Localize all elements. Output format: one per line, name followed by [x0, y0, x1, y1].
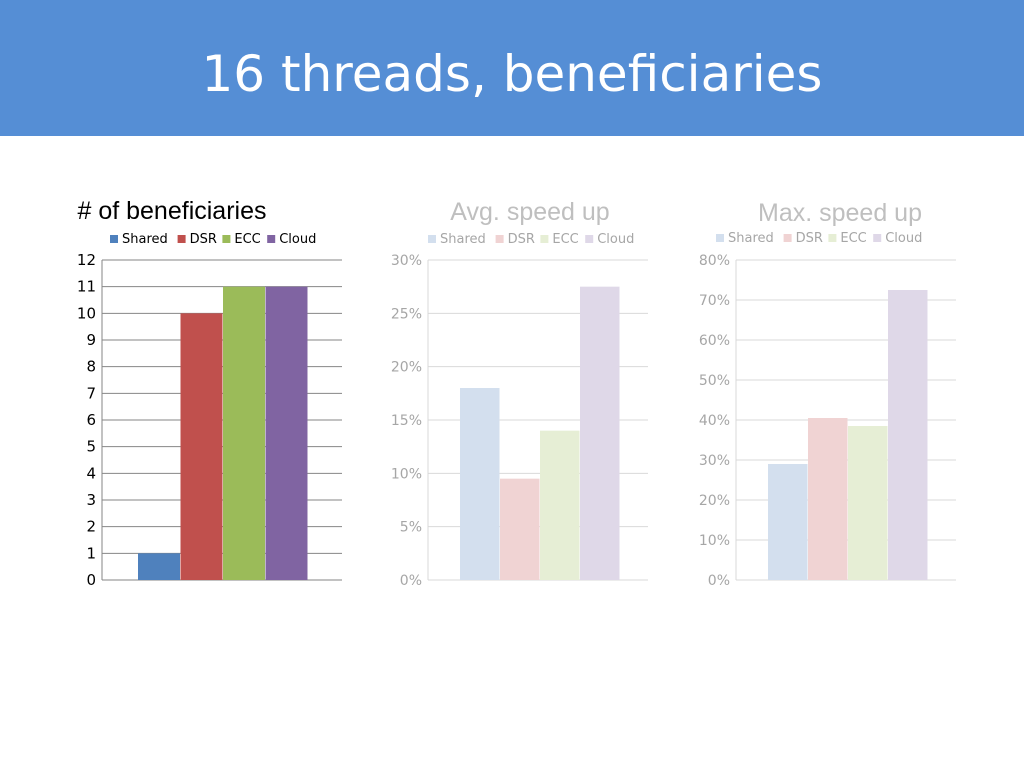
- legend-label: DSR: [796, 231, 823, 246]
- legend-label: ECC: [234, 232, 260, 247]
- y-tick-label: 50%: [699, 373, 730, 389]
- slide-title: 16 threads, beneficiaries: [201, 45, 823, 103]
- y-tick-label: 0%: [708, 573, 730, 589]
- y-tick-label: 30%: [391, 253, 422, 269]
- legend-label: Cloud: [279, 232, 316, 247]
- legend-swatch: [716, 234, 724, 242]
- y-tick-label: 80%: [699, 253, 730, 269]
- chart-title: Max. speed up: [758, 199, 922, 227]
- bar-dsr: [808, 418, 848, 580]
- y-tick-label: 25%: [391, 306, 422, 322]
- y-tick-label: 8: [86, 358, 96, 376]
- legend-label: DSR: [508, 232, 535, 247]
- y-tick-label: 15%: [391, 413, 422, 429]
- legend-label: Shared: [122, 232, 168, 247]
- y-tick-label: 70%: [699, 293, 730, 309]
- y-tick-label: 7: [86, 384, 96, 402]
- bar-ecc: [540, 430, 580, 580]
- bar-ecc: [848, 426, 888, 580]
- bar-cloud: [265, 286, 308, 580]
- y-tick-label: 60%: [699, 333, 730, 349]
- legend-swatch: [267, 235, 276, 243]
- y-tick-label: 20%: [699, 493, 730, 509]
- legend-swatch: [540, 235, 549, 243]
- bar-ecc: [223, 286, 265, 580]
- chart-title: # of beneficiaries: [77, 197, 266, 225]
- y-tick-label: 10%: [391, 466, 422, 482]
- y-tick-label: 4: [86, 464, 96, 482]
- y-tick-label: 3: [86, 491, 96, 509]
- y-tick-label: 6: [86, 411, 96, 429]
- y-tick-label: 12: [77, 251, 96, 269]
- legend-swatch: [783, 234, 792, 242]
- y-tick-label: 40%: [699, 413, 730, 429]
- bar-cloud: [888, 290, 928, 580]
- y-tick-label: 11: [77, 278, 96, 296]
- legend-label: Cloud: [597, 232, 634, 247]
- y-tick-label: 10: [77, 304, 96, 322]
- bar-shared: [460, 388, 500, 580]
- y-tick-label: 20%: [391, 360, 422, 376]
- bar-shared: [768, 464, 808, 580]
- legend-label: ECC: [552, 232, 578, 247]
- title-banner: 16 threads, beneficiaries: [0, 0, 1024, 136]
- max-speedup-chart: Max. speed up Shared DSR ECC Cloud 0% 10% 20% 30…: [699, 199, 956, 589]
- y-tick-label: 9: [86, 331, 96, 349]
- y-tick-label: 5%: [400, 520, 422, 536]
- bar-dsr: [180, 313, 223, 580]
- legend-swatch: [177, 235, 186, 243]
- bar-cloud: [580, 286, 620, 580]
- y-tick-label: 0: [86, 571, 96, 589]
- chart-title: Avg. speed up: [450, 198, 609, 226]
- legend-swatch: [428, 235, 436, 243]
- y-tick-label: 1: [86, 544, 96, 562]
- y-tick-label: 30%: [699, 453, 730, 469]
- legend-swatch: [873, 234, 882, 242]
- bar-dsr: [500, 478, 540, 580]
- legend-swatch: [222, 235, 231, 243]
- legend-label: ECC: [840, 231, 866, 246]
- y-tick-label: 10%: [699, 533, 730, 549]
- bar-shared: [138, 553, 180, 580]
- avg-speedup-chart: Avg. speed up Shared DSR ECC Cloud 0% 5% 10% 15%…: [391, 198, 648, 589]
- y-tick-label: 2: [86, 518, 96, 536]
- legend-swatch: [585, 235, 594, 243]
- legend-label: Cloud: [885, 231, 922, 246]
- legend-swatch: [495, 235, 504, 243]
- y-tick-label: 0%: [400, 573, 422, 589]
- legend-label: DSR: [190, 232, 217, 247]
- legend-swatch: [110, 235, 118, 243]
- y-tick-label: 5: [86, 438, 96, 456]
- legend-label: Shared: [440, 232, 486, 247]
- legend-label: Shared: [728, 231, 774, 246]
- legend-swatch: [828, 234, 837, 242]
